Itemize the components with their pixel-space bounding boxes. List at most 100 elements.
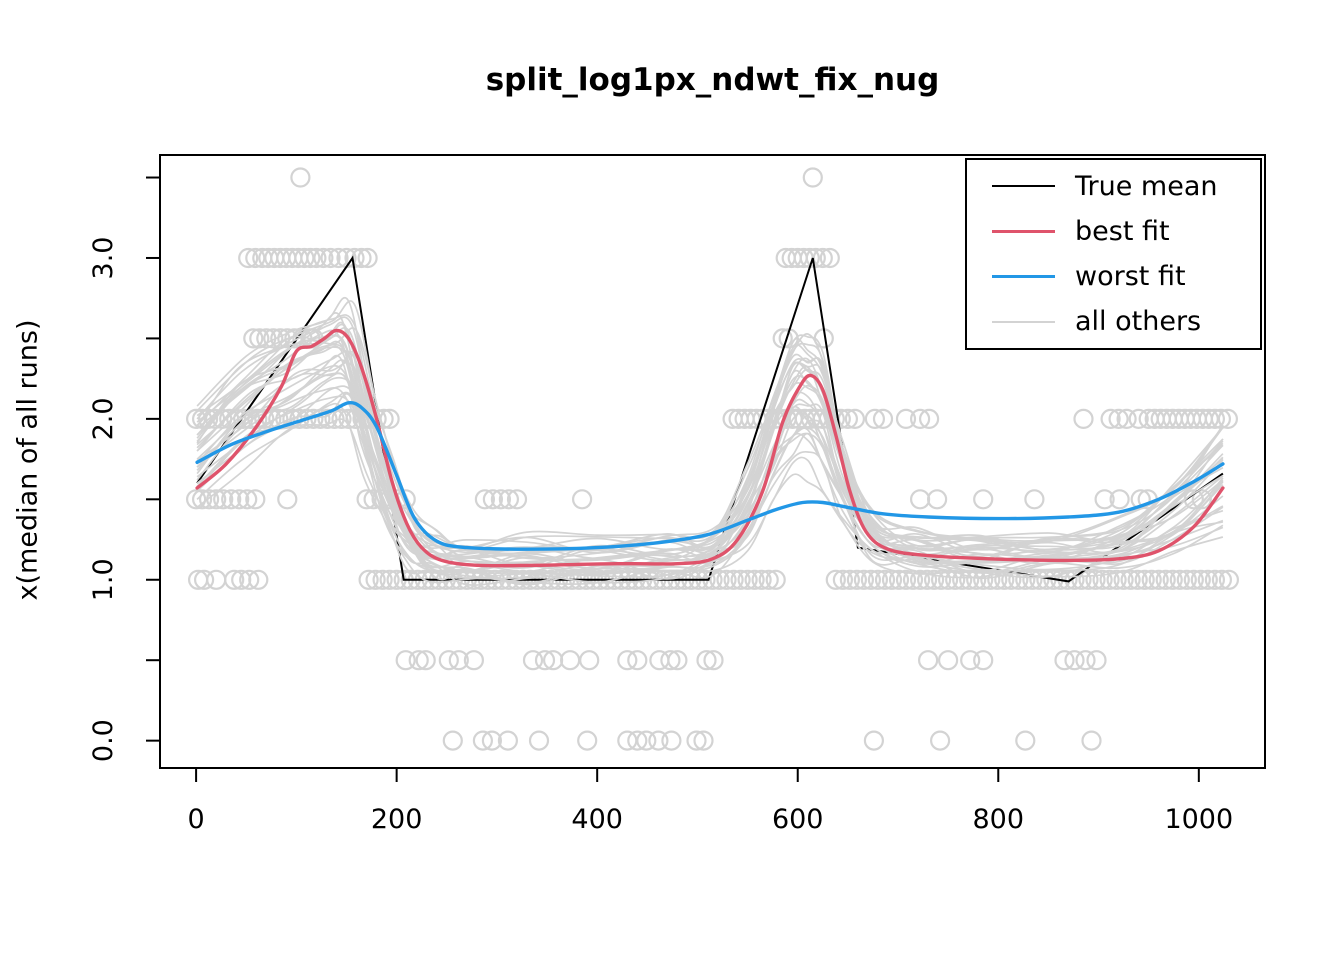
series-worst-fit bbox=[195, 400, 1225, 551]
scatter-point bbox=[1127, 569, 1148, 590]
scatter-point bbox=[860, 569, 882, 590]
scatter-point bbox=[1169, 569, 1190, 590]
x-tick-label: 0 bbox=[188, 804, 205, 835]
scatter-point bbox=[571, 489, 593, 510]
scatter-point bbox=[930, 569, 952, 590]
scatter-point bbox=[438, 650, 459, 671]
scatter-point bbox=[506, 489, 528, 510]
scatter-point bbox=[1218, 569, 1240, 590]
scatter-point bbox=[895, 408, 917, 429]
gray-curve bbox=[196, 387, 1224, 584]
scatter-point bbox=[372, 569, 393, 590]
scatter-point bbox=[696, 650, 717, 671]
scatter-point bbox=[864, 408, 886, 429]
scatter-point bbox=[1064, 650, 1085, 671]
scatter-point bbox=[837, 408, 859, 429]
y-tick-label: 0.0 bbox=[88, 719, 119, 762]
scatter-point bbox=[1176, 569, 1197, 590]
scatter-point bbox=[832, 569, 854, 590]
scatter-point bbox=[1120, 569, 1141, 590]
scatter-point bbox=[895, 569, 917, 590]
scatter-point bbox=[481, 730, 502, 751]
scatter-point bbox=[243, 328, 264, 349]
scatter-point bbox=[199, 489, 220, 510]
scatter-point bbox=[498, 489, 519, 510]
scatter-point bbox=[1148, 569, 1169, 590]
scatter-point bbox=[661, 730, 682, 751]
gray-curve bbox=[196, 385, 1224, 581]
legend-entry-label: worst fit bbox=[1075, 261, 1186, 293]
series-best-fit bbox=[195, 328, 1225, 568]
scatter-point bbox=[415, 650, 436, 671]
scatter-point bbox=[534, 650, 556, 671]
legend-entry-label: True mean bbox=[1075, 170, 1218, 202]
scatter-point bbox=[765, 569, 786, 590]
scatter-point bbox=[758, 569, 779, 590]
scatter-point bbox=[1015, 730, 1036, 751]
scatter-point bbox=[1081, 730, 1102, 751]
scatter-point bbox=[1108, 408, 1129, 429]
scatter-point bbox=[867, 569, 889, 590]
scatter-point bbox=[331, 408, 352, 429]
scatter-point bbox=[723, 569, 744, 590]
scatter-point bbox=[579, 650, 600, 671]
scatter-point bbox=[472, 730, 493, 751]
gray-curve bbox=[196, 392, 1224, 586]
gray-curve bbox=[196, 316, 1224, 554]
scatter-point bbox=[1197, 569, 1218, 590]
scatter-point bbox=[221, 489, 242, 510]
scatter-point bbox=[442, 730, 463, 751]
scatter-point bbox=[194, 569, 215, 590]
scatter-point bbox=[328, 247, 349, 269]
scatter-point bbox=[1155, 569, 1176, 590]
scatter-point bbox=[839, 569, 861, 590]
scatter-point bbox=[1109, 489, 1130, 510]
y-tick-label: 1.0 bbox=[88, 558, 119, 601]
scatter-point bbox=[660, 650, 681, 671]
scatter-point bbox=[1094, 489, 1115, 510]
scatter-point bbox=[577, 730, 598, 751]
scatter-point bbox=[1099, 569, 1120, 590]
scatter-point bbox=[923, 569, 945, 590]
scatter-point bbox=[916, 569, 938, 590]
scatter-point bbox=[320, 247, 341, 269]
scatter-point bbox=[559, 650, 581, 671]
scatter-point bbox=[617, 650, 638, 671]
scatter-point bbox=[1134, 569, 1155, 590]
scatter-point bbox=[192, 489, 213, 510]
gray-curve bbox=[196, 346, 1224, 567]
scatter-point bbox=[649, 650, 670, 671]
scatter-point bbox=[306, 247, 327, 269]
scatter-point bbox=[819, 247, 840, 269]
scatter-point bbox=[1085, 569, 1106, 590]
y-tick-label: 3.0 bbox=[88, 237, 119, 280]
scatter-point bbox=[1073, 408, 1094, 429]
legend-entry-best-fit: best fit bbox=[967, 212, 1260, 250]
scatter-point bbox=[239, 569, 260, 590]
scatter-point bbox=[379, 569, 400, 590]
scatter-point bbox=[737, 569, 758, 590]
series-all-others bbox=[196, 297, 1224, 586]
scatter-point bbox=[238, 247, 259, 269]
scatter-point bbox=[365, 569, 386, 590]
scatter-point bbox=[853, 569, 875, 590]
scatter-point bbox=[277, 489, 298, 510]
scatter-point bbox=[1204, 569, 1226, 590]
scatter-point bbox=[772, 328, 793, 349]
y-tick-label: 2.0 bbox=[88, 397, 119, 440]
scatter-point bbox=[888, 569, 910, 590]
scatter-point bbox=[1116, 408, 1137, 429]
scatter-point bbox=[693, 730, 714, 751]
scatter-point bbox=[648, 730, 669, 751]
legend-entry-label: all others bbox=[1075, 306, 1202, 338]
x-tick-label: 600 bbox=[772, 804, 824, 835]
scatter-point bbox=[863, 730, 885, 751]
x-tick-label: 400 bbox=[571, 804, 623, 835]
x-axis: 0 200 400 600 800 1000 bbox=[188, 769, 1233, 835]
scatter-point bbox=[1128, 408, 1149, 429]
scatter-point bbox=[482, 489, 503, 510]
scatter-point bbox=[1024, 489, 1045, 510]
scatter-point bbox=[1162, 569, 1183, 590]
legend: True mean best fit worst fit all others bbox=[965, 158, 1262, 350]
